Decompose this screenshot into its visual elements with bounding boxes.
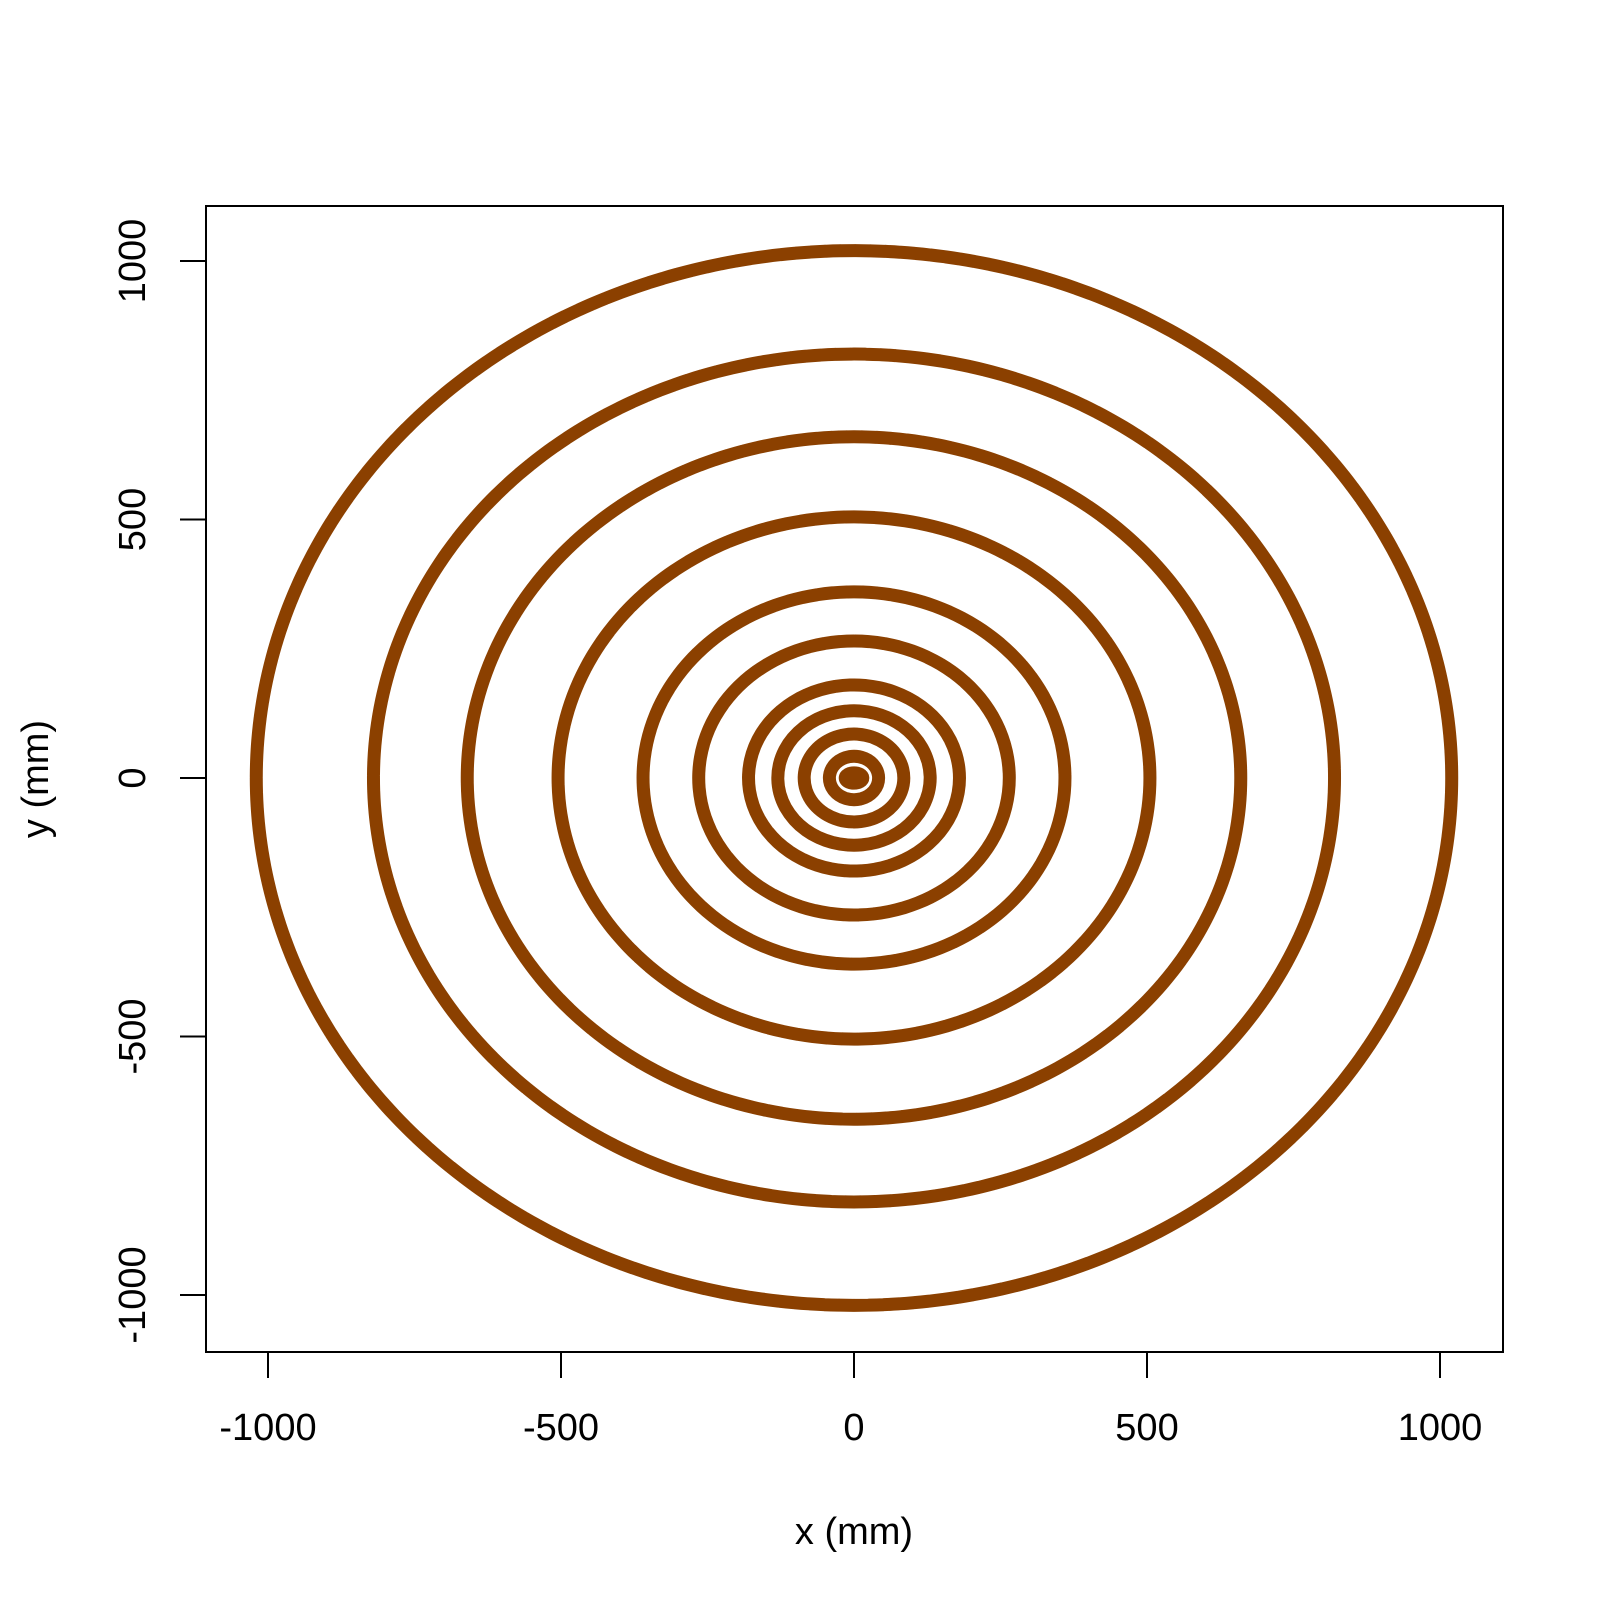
data-rings — [249, 244, 1459, 1312]
ring-9 — [460, 430, 1248, 1126]
ring-3 — [797, 727, 911, 829]
x-axis: -1000 -500 0 500 1000 — [219, 1351, 1483, 1449]
x-axis-label: x (mm) — [795, 1511, 913, 1553]
y-axis-label: y (mm) — [15, 720, 57, 838]
ring-2 — [822, 749, 886, 807]
x-tick-label: 500 — [1115, 1407, 1178, 1449]
y-tick-label: 500 — [112, 488, 154, 551]
x-tick-label: 0 — [843, 1407, 864, 1449]
y-tick-label: -500 — [112, 998, 154, 1074]
ring-10 — [366, 347, 1342, 1209]
ring-1 — [838, 766, 870, 790]
y-tick-label: -1000 — [112, 1246, 154, 1343]
y-tick-label: 1000 — [112, 219, 154, 304]
x-tick-label: -500 — [523, 1407, 599, 1449]
ring-7 — [636, 585, 1072, 971]
x-tick-label: 1000 — [1398, 1407, 1483, 1449]
x-tick-label: -1000 — [219, 1407, 316, 1449]
y-tick-label: 0 — [112, 767, 154, 788]
ring-5 — [742, 678, 966, 878]
ring-6 — [692, 634, 1016, 922]
y-axis: -1000 -500 0 500 1000 — [112, 219, 207, 1344]
ring-11 — [249, 244, 1459, 1312]
ring-4 — [771, 704, 937, 852]
ring-8 — [551, 510, 1157, 1046]
